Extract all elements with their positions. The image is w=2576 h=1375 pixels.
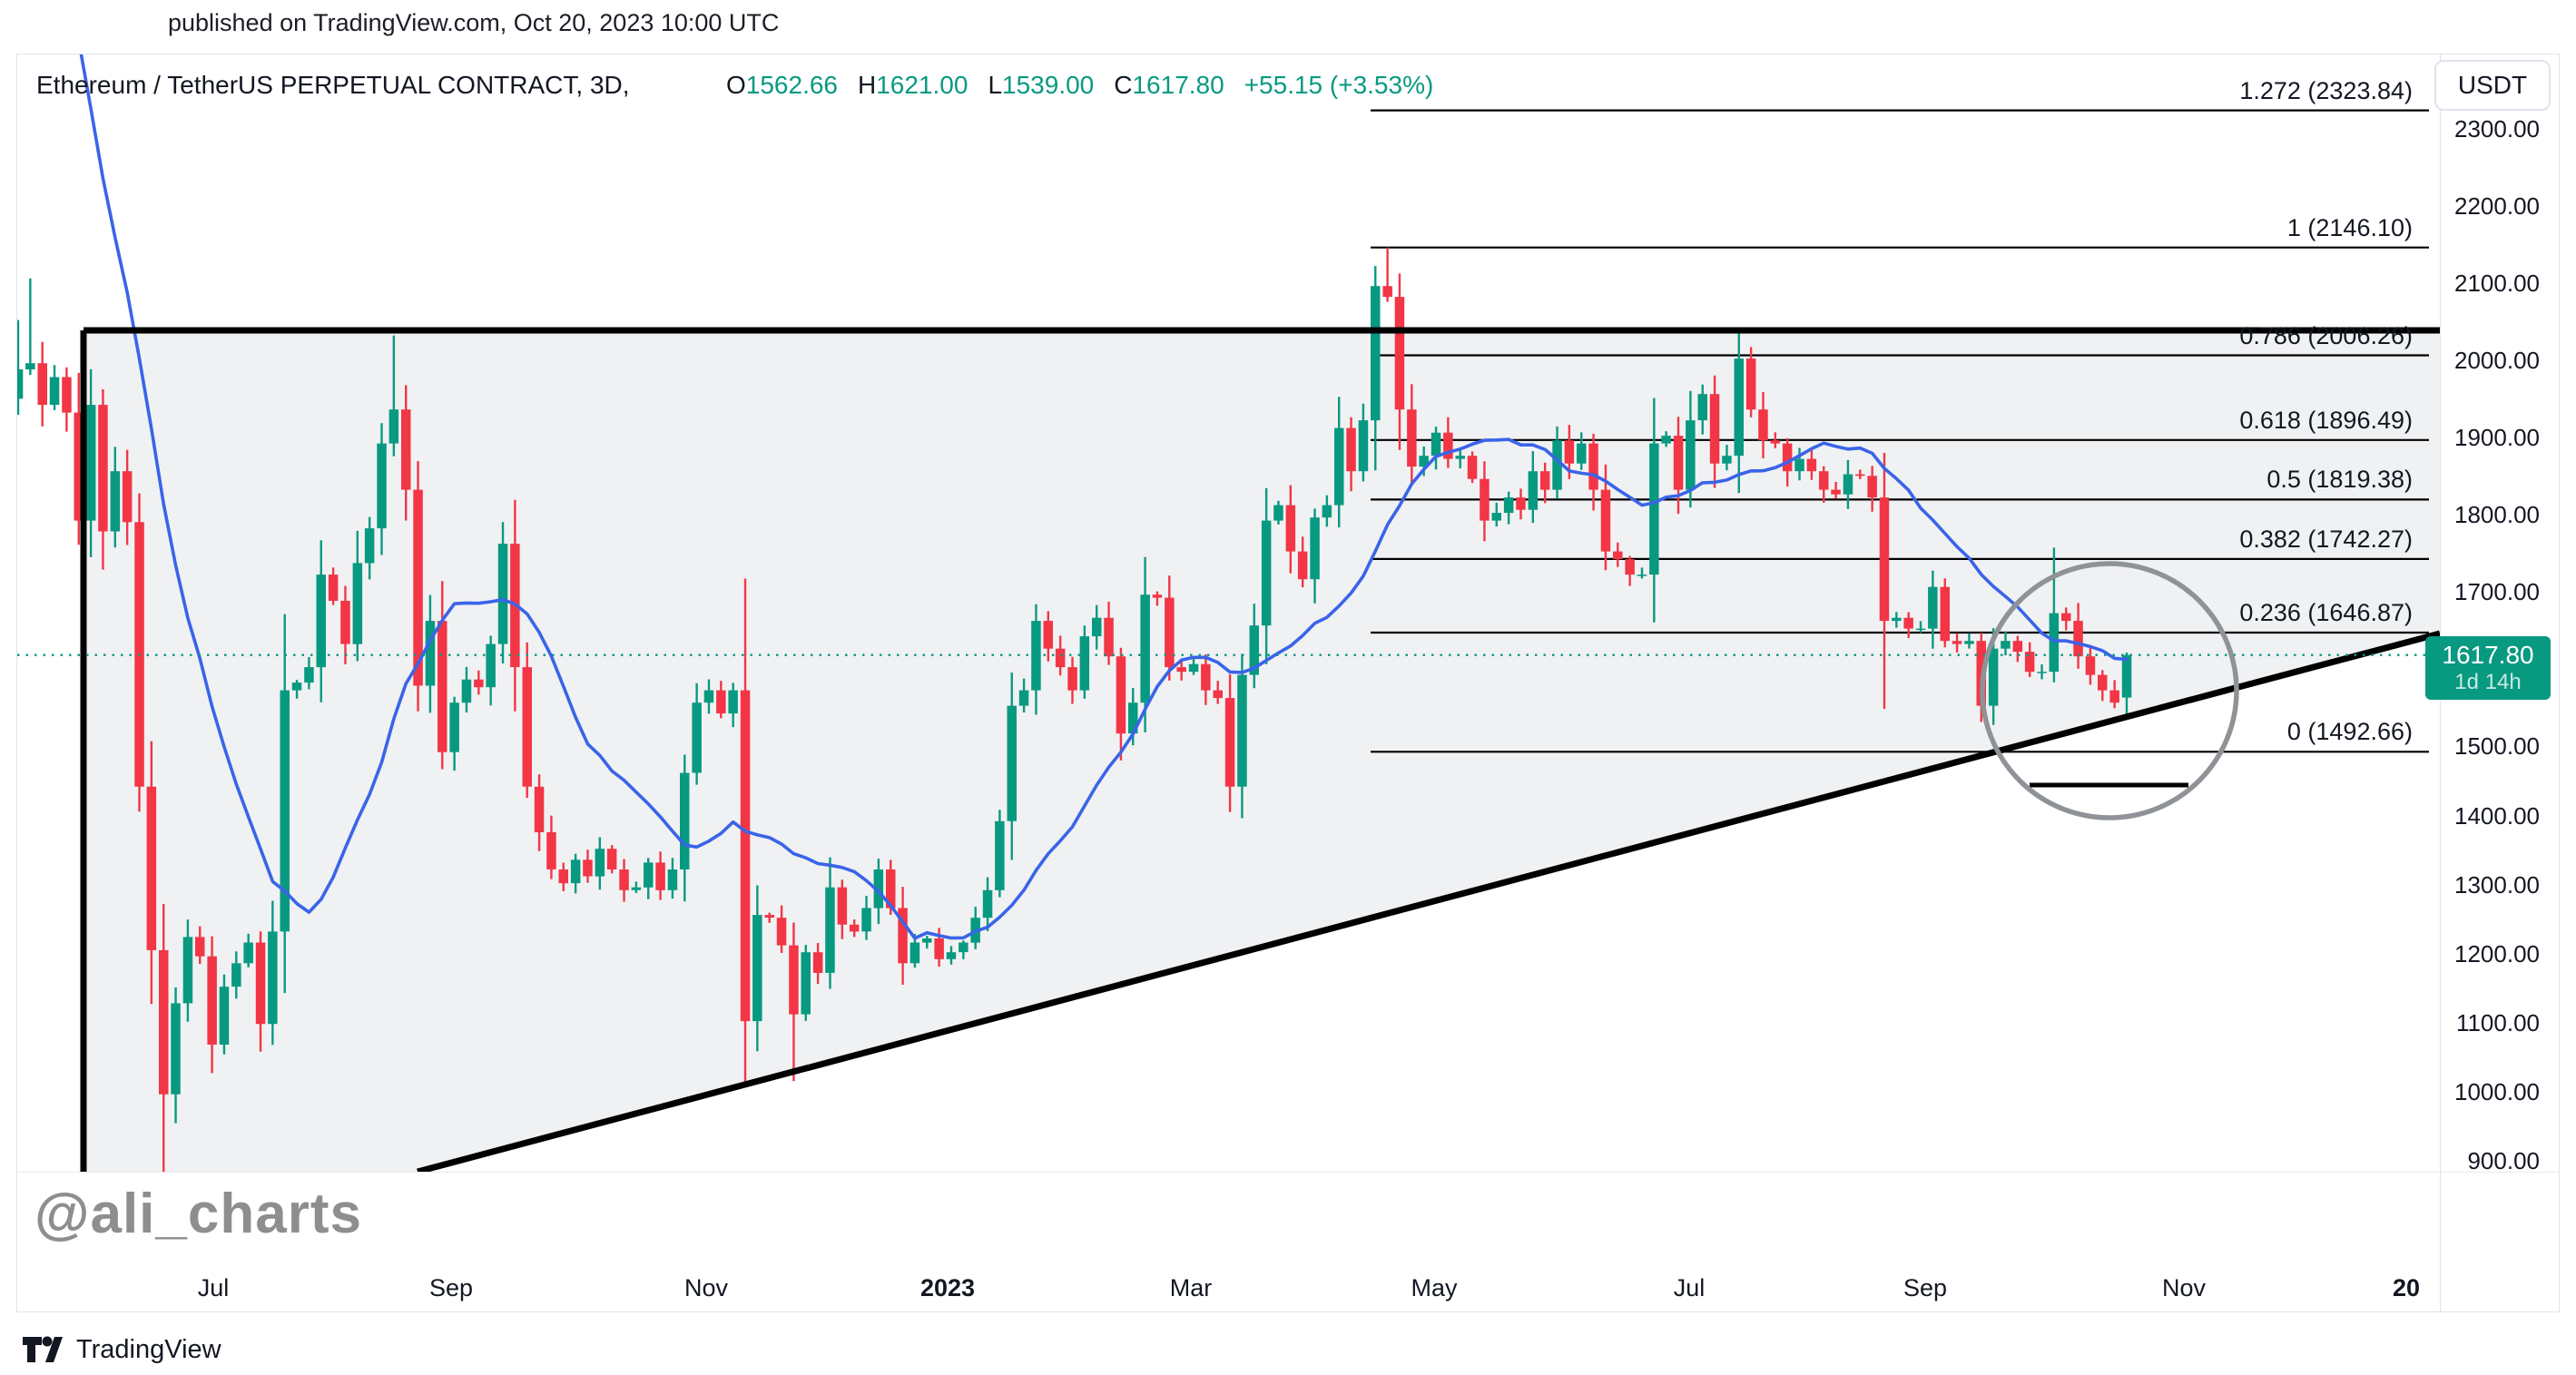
time-label[interactable]: Nov bbox=[683, 1274, 729, 1301]
fib-label: 0.786 (2006.26) bbox=[2239, 322, 2413, 349]
bar-countdown: 1d 14h bbox=[2454, 670, 2522, 695]
price-tick[interactable]: 2000.00 bbox=[2454, 347, 2540, 374]
time-label[interactable]: 2023 bbox=[919, 1274, 976, 1301]
current-price: 1617.80 bbox=[2442, 641, 2534, 670]
ascending-trendline bbox=[417, 630, 2440, 1172]
author-watermark: @ali_charts bbox=[34, 1183, 362, 1245]
price-tick[interactable]: 900.00 bbox=[2467, 1147, 2540, 1174]
tradingview-logo[interactable]: TradingView bbox=[22, 1334, 221, 1365]
triangle-fill bbox=[84, 330, 2440, 1172]
time-label[interactable]: Sep bbox=[428, 1274, 474, 1301]
fib-label: 0.382 (1742.27) bbox=[2239, 525, 2413, 553]
price-tick[interactable]: 1100.00 bbox=[2455, 1009, 2540, 1036]
time-axis-divider[interactable] bbox=[17, 1172, 2560, 1173]
symbol-title: Ethereum / TetherUS PERPETUAL CONTRACT, … bbox=[36, 71, 630, 99]
ohlc-change: +55.15 (+3.53%) bbox=[1244, 71, 1434, 99]
price-tick[interactable]: 1700.00 bbox=[2454, 578, 2540, 605]
time-label[interactable]: Mar bbox=[1169, 1274, 1213, 1301]
fib-label: 0.5 (1819.38) bbox=[2266, 466, 2413, 493]
price-tick[interactable]: 1900.00 bbox=[2454, 424, 2540, 451]
price-tick[interactable]: 1400.00 bbox=[2454, 802, 2540, 830]
price-tick[interactable]: 1200.00 bbox=[2454, 940, 2540, 967]
currency-button[interactable]: USDT bbox=[2434, 60, 2551, 111]
time-label[interactable]: Sep bbox=[1903, 1274, 1948, 1301]
fib-label: 0.618 (1896.49) bbox=[2239, 407, 2413, 434]
price-tick[interactable]: 1300.00 bbox=[2454, 871, 2540, 899]
highlight-circle bbox=[1980, 561, 2239, 820]
ohlc-open: O1562.66 bbox=[726, 71, 838, 99]
ohlc-low: L1539.00 bbox=[988, 71, 1095, 99]
current-price-badge: 1617.80 1d 14h bbox=[2425, 636, 2551, 700]
price-tick[interactable]: 2200.00 bbox=[2454, 192, 2540, 220]
fib-label: 1 (2146.10) bbox=[2286, 214, 2413, 241]
ohlc-row: O1562.66 H1621.00 L1539.00 C1617.80 +55.15 (… bbox=[726, 71, 1433, 100]
fib-label: 1.272 (2323.84) bbox=[2239, 77, 2413, 104]
time-label[interactable]: Jul bbox=[197, 1274, 230, 1301]
published-caption: published on TradingView.com, Oct 20, 20… bbox=[168, 9, 780, 36]
ohlc-close: C1617.80 bbox=[1114, 71, 1224, 99]
tradingview-brand-text: TradingView bbox=[76, 1334, 221, 1364]
fib-label: 0.236 (1646.87) bbox=[2239, 599, 2413, 626]
fib-label: 0 (1492.66) bbox=[2286, 718, 2413, 745]
price-tick[interactable]: 2300.00 bbox=[2454, 115, 2540, 142]
time-label[interactable]: 20 bbox=[2392, 1274, 2421, 1301]
price-tick[interactable]: 1000.00 bbox=[2454, 1078, 2540, 1105]
price-tick[interactable]: 1800.00 bbox=[2454, 501, 2540, 528]
ma-line bbox=[79, 54, 2129, 940]
time-label[interactable]: Jul bbox=[1673, 1274, 1706, 1301]
ohlc-high: H1621.00 bbox=[858, 71, 968, 99]
tradingview-logo-icon bbox=[23, 1336, 63, 1362]
price-tick[interactable]: 2100.00 bbox=[2454, 270, 2540, 297]
time-label[interactable]: Nov bbox=[2161, 1274, 2207, 1301]
price-tick[interactable]: 1500.00 bbox=[2454, 732, 2540, 760]
time-label[interactable]: May bbox=[1411, 1274, 1458, 1301]
